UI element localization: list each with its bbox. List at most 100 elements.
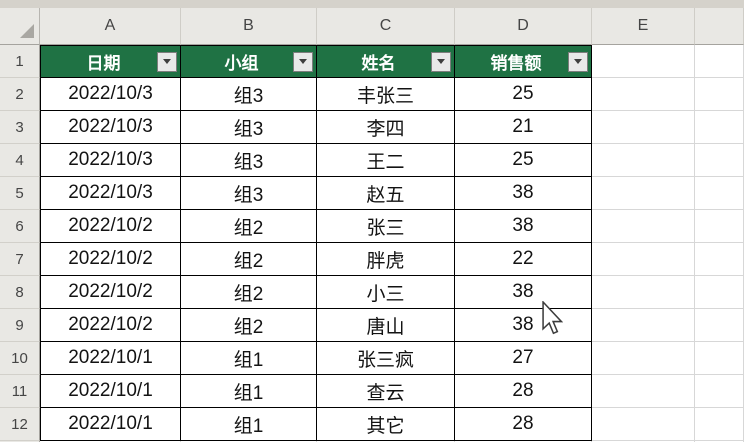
- select-all-corner[interactable]: [0, 8, 40, 45]
- table-cell[interactable]: 组3: [181, 78, 317, 111]
- empty-cell[interactable]: [695, 210, 744, 243]
- table-cell[interactable]: 25: [455, 144, 592, 177]
- table-cell[interactable]: 小三: [317, 276, 455, 309]
- table-header-sales[interactable]: 销售额: [455, 45, 592, 78]
- table-cell[interactable]: 2022/10/2: [40, 276, 181, 309]
- filter-button-sales[interactable]: [568, 51, 588, 72]
- table-cell[interactable]: 28: [455, 408, 592, 441]
- table-cell[interactable]: 22: [455, 243, 592, 276]
- table-cell[interactable]: 丰张三: [317, 78, 455, 111]
- empty-cell[interactable]: [592, 78, 695, 111]
- row-header-3[interactable]: 3: [0, 111, 40, 144]
- empty-cell[interactable]: [592, 210, 695, 243]
- empty-cell[interactable]: [695, 375, 744, 408]
- column-header-b[interactable]: B: [181, 8, 317, 45]
- row-header-4[interactable]: 4: [0, 144, 40, 177]
- empty-cell[interactable]: [695, 111, 744, 144]
- empty-cell[interactable]: [695, 78, 744, 111]
- table-cell[interactable]: 胖虎: [317, 243, 455, 276]
- empty-cell[interactable]: [592, 309, 695, 342]
- empty-cell[interactable]: [592, 243, 695, 276]
- filter-button-name[interactable]: [431, 51, 451, 72]
- empty-cell[interactable]: [592, 177, 695, 210]
- filter-button-group[interactable]: [293, 51, 313, 72]
- table-header-group[interactable]: 小组: [181, 45, 317, 78]
- table-cell[interactable]: 27: [455, 342, 592, 375]
- empty-cell[interactable]: [695, 243, 744, 276]
- table-cell[interactable]: 张三疯: [317, 342, 455, 375]
- column-header-c[interactable]: C: [317, 8, 455, 45]
- sheet-row-4: 4 2022/10/3 组3 王二 25: [0, 144, 744, 177]
- sheet-row-1: 1 日期 小组 姓名 销售额: [0, 45, 744, 78]
- row-header-9[interactable]: 9: [0, 309, 40, 342]
- table-cell[interactable]: 其它: [317, 408, 455, 441]
- empty-cell[interactable]: [592, 144, 695, 177]
- row-header-10[interactable]: 10: [0, 342, 40, 375]
- table-cell[interactable]: 38: [455, 177, 592, 210]
- table-cell[interactable]: 25: [455, 78, 592, 111]
- table-cell[interactable]: 2022/10/3: [40, 111, 181, 144]
- table-cell[interactable]: 组1: [181, 408, 317, 441]
- column-header-d[interactable]: D: [455, 8, 592, 45]
- table-cell[interactable]: 唐山: [317, 309, 455, 342]
- table-cell[interactable]: 赵五: [317, 177, 455, 210]
- table-cell[interactable]: 组2: [181, 243, 317, 276]
- table-cell[interactable]: 2022/10/1: [40, 408, 181, 441]
- table-cell[interactable]: 2022/10/2: [40, 210, 181, 243]
- table-cell[interactable]: 38: [455, 210, 592, 243]
- row-header-7[interactable]: 7: [0, 243, 40, 276]
- empty-cell[interactable]: [695, 276, 744, 309]
- empty-cell[interactable]: [695, 177, 744, 210]
- table-cell[interactable]: 2022/10/1: [40, 375, 181, 408]
- filter-dropdown-icon: [299, 59, 307, 64]
- table-cell[interactable]: 张三: [317, 210, 455, 243]
- row-header-2[interactable]: 2: [0, 78, 40, 111]
- table-cell[interactable]: 组1: [181, 375, 317, 408]
- empty-cell[interactable]: [592, 276, 695, 309]
- table-cell[interactable]: 李四: [317, 111, 455, 144]
- table-cell[interactable]: 2022/10/3: [40, 144, 181, 177]
- table-cell[interactable]: 21: [455, 111, 592, 144]
- table-header-name[interactable]: 姓名: [317, 45, 455, 78]
- table-cell[interactable]: 查云: [317, 375, 455, 408]
- select-all-triangle-icon: [20, 24, 34, 38]
- filter-button-date[interactable]: [157, 51, 177, 72]
- table-cell[interactable]: 组3: [181, 177, 317, 210]
- row-header-1[interactable]: 1: [0, 45, 40, 78]
- row-header-5[interactable]: 5: [0, 177, 40, 210]
- table-cell[interactable]: 2022/10/2: [40, 309, 181, 342]
- row-header-8[interactable]: 8: [0, 276, 40, 309]
- table-cell[interactable]: 2022/10/3: [40, 177, 181, 210]
- sheet-row-5: 5 2022/10/3 组3 赵五 38: [0, 177, 744, 210]
- table-cell[interactable]: 28: [455, 375, 592, 408]
- table-header-date[interactable]: 日期: [40, 45, 181, 78]
- empty-cell[interactable]: [592, 342, 695, 375]
- empty-cell[interactable]: [695, 309, 744, 342]
- table-cell[interactable]: 组3: [181, 144, 317, 177]
- row-header-11[interactable]: 11: [0, 375, 40, 408]
- empty-cell[interactable]: [592, 111, 695, 144]
- empty-cell[interactable]: [592, 408, 695, 441]
- table-cell[interactable]: 组2: [181, 276, 317, 309]
- empty-cell[interactable]: [695, 408, 744, 441]
- table-cell[interactable]: 38: [455, 309, 592, 342]
- empty-cell[interactable]: [695, 144, 744, 177]
- table-cell[interactable]: 组1: [181, 342, 317, 375]
- empty-cell[interactable]: [592, 45, 695, 78]
- row-header-6[interactable]: 6: [0, 210, 40, 243]
- empty-cell[interactable]: [695, 45, 744, 78]
- row-header-12[interactable]: 12: [0, 408, 40, 441]
- table-cell[interactable]: 2022/10/2: [40, 243, 181, 276]
- empty-cell[interactable]: [592, 375, 695, 408]
- column-header-a[interactable]: A: [40, 8, 181, 45]
- table-cell[interactable]: 王二: [317, 144, 455, 177]
- table-cell[interactable]: 2022/10/1: [40, 342, 181, 375]
- table-cell[interactable]: 2022/10/3: [40, 78, 181, 111]
- table-cell[interactable]: 组2: [181, 210, 317, 243]
- table-cell[interactable]: 组2: [181, 309, 317, 342]
- column-header-e[interactable]: E: [592, 8, 695, 45]
- table-cell[interactable]: 38: [455, 276, 592, 309]
- empty-cell[interactable]: [695, 342, 744, 375]
- column-header-f[interactable]: [695, 8, 744, 45]
- table-cell[interactable]: 组3: [181, 111, 317, 144]
